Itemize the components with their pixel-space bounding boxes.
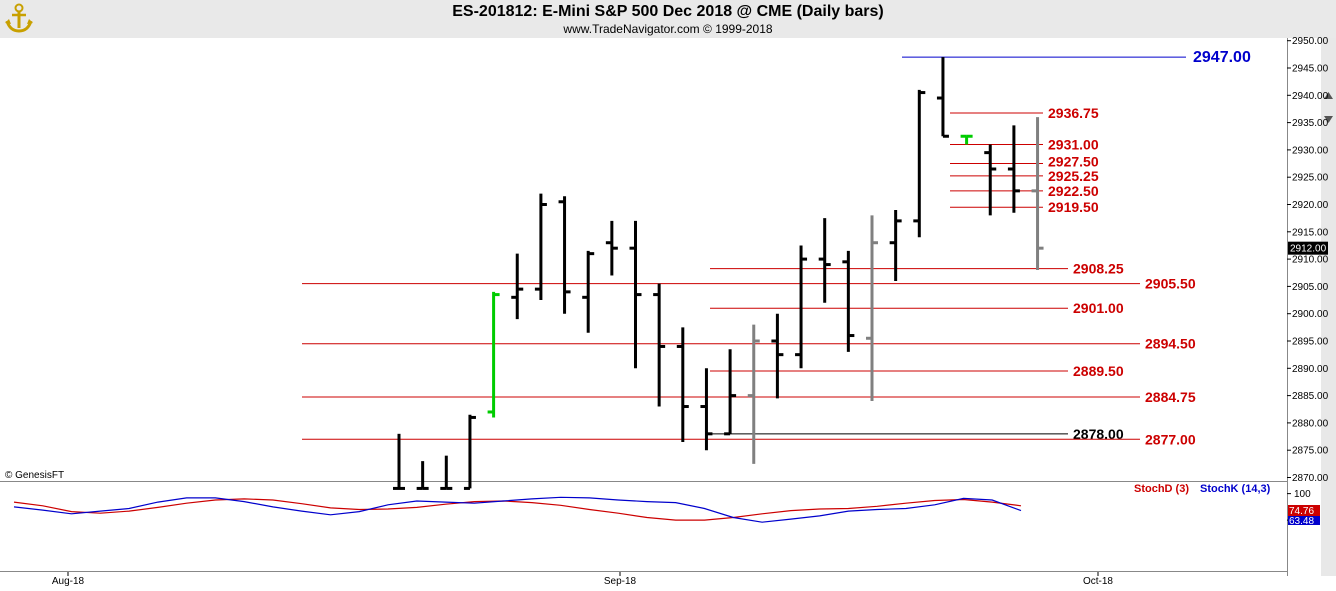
ohlc-bar bbox=[866, 215, 878, 402]
y-tick-label: 2875.00 bbox=[1292, 446, 1329, 457]
anchor-logo-icon bbox=[4, 2, 34, 39]
vertical-scrollbar[interactable] bbox=[1321, 38, 1336, 576]
level-label: 2901.00 bbox=[1073, 300, 1124, 316]
ohlc-bar bbox=[463, 414, 476, 490]
y-tick-label: 2880.00 bbox=[1292, 418, 1329, 429]
ohlc-bar bbox=[1007, 125, 1020, 213]
svg-text:74.76: 74.76 bbox=[1289, 506, 1314, 517]
x-tick-label: Aug-18 bbox=[52, 576, 85, 587]
scroll-down-icon[interactable] bbox=[1324, 116, 1333, 123]
level-label: 2889.50 bbox=[1073, 363, 1124, 379]
chart-title: ES-201812: E-Mini S&P 500 Dec 2018 @ CME… bbox=[452, 3, 884, 20]
ohlc-bar bbox=[653, 283, 666, 407]
ohlc-bar bbox=[818, 218, 831, 303]
ohlc-bar bbox=[487, 291, 500, 418]
level-label: 2927.50 bbox=[1048, 154, 1099, 170]
y-tick-label: 2930.00 bbox=[1292, 145, 1329, 156]
level-label: 2878.00 bbox=[1073, 426, 1124, 442]
ohlc-bar bbox=[842, 250, 855, 352]
level-label: 2925.25 bbox=[1048, 168, 1099, 184]
ohlc-bar bbox=[889, 209, 902, 281]
ohlc-bar bbox=[936, 57, 949, 138]
ohlc-bar bbox=[629, 220, 642, 369]
y-tick-label: 2910.00 bbox=[1292, 255, 1329, 266]
y-tick-label: 2870.00 bbox=[1292, 473, 1329, 484]
ohlc-bar bbox=[747, 324, 760, 464]
ohlc-bar bbox=[771, 313, 784, 399]
level-label: 2919.50 bbox=[1048, 199, 1099, 215]
ohlc-bar bbox=[724, 349, 737, 436]
level-label: 2884.75 bbox=[1145, 389, 1196, 405]
y-tick-label: 2945.00 bbox=[1292, 64, 1329, 75]
watermark: © GenesisFT bbox=[5, 470, 64, 481]
ohlc-bar bbox=[582, 250, 595, 333]
level-label: 2908.25 bbox=[1073, 261, 1124, 277]
chart-header: ES-201812: E-Mini S&P 500 Dec 2018 @ CME… bbox=[0, 0, 1336, 38]
y-tick-label: 2885.00 bbox=[1292, 391, 1329, 402]
chart-subtitle: www.TradeNavigator.com © 1999-2018 bbox=[563, 22, 773, 36]
y-tick-label: 2935.00 bbox=[1292, 118, 1329, 129]
level-label: 2936.75 bbox=[1048, 105, 1099, 121]
ohlc-bar bbox=[676, 327, 689, 443]
ohlc-bar bbox=[440, 455, 453, 490]
ohlc-bar bbox=[605, 220, 618, 276]
x-tick-label: Sep-18 bbox=[604, 576, 637, 587]
ohlc-bar bbox=[913, 89, 926, 238]
ohlc-bar bbox=[960, 134, 973, 145]
y-tick-label: 2890.00 bbox=[1292, 364, 1329, 375]
ohlc-bar bbox=[534, 193, 547, 301]
y-tick-label: 2950.00 bbox=[1292, 36, 1329, 47]
stochk-last-tag: 63.48 bbox=[1288, 516, 1320, 527]
stochd-last-tag: 74.76 bbox=[1288, 505, 1320, 517]
stochk-line bbox=[13, 496, 1022, 523]
level-label: 2894.50 bbox=[1145, 336, 1196, 352]
y-tick-label: 2895.00 bbox=[1292, 337, 1329, 348]
legend-stochk: StochK (14,3) bbox=[1200, 483, 1271, 495]
y-tick-label: 2925.00 bbox=[1292, 173, 1329, 184]
ohlc-bar bbox=[984, 144, 997, 216]
level-label: 2931.00 bbox=[1048, 136, 1099, 152]
stoch-tick-label: 100 bbox=[1294, 489, 1311, 500]
y-tick-label: 2915.00 bbox=[1292, 227, 1329, 238]
svg-text:2912.00: 2912.00 bbox=[1290, 244, 1327, 255]
ohlc-bar bbox=[511, 253, 524, 320]
level-label: 2905.50 bbox=[1145, 276, 1196, 292]
ohlc-bar bbox=[416, 461, 429, 490]
legend-stochd: StochD (3) bbox=[1134, 483, 1189, 495]
level-label: 2877.00 bbox=[1145, 431, 1196, 447]
level-label: 2922.50 bbox=[1048, 183, 1099, 199]
y-tick-label: 2905.00 bbox=[1292, 282, 1329, 293]
ohlc-bar bbox=[558, 196, 571, 314]
y-tick-label: 2940.00 bbox=[1292, 91, 1329, 102]
ohlc-bar bbox=[393, 433, 405, 490]
x-tick-label: Oct-18 bbox=[1083, 576, 1113, 587]
y-tick-label: 2900.00 bbox=[1292, 309, 1329, 320]
scroll-up-icon[interactable] bbox=[1324, 92, 1333, 99]
svg-text:63.48: 63.48 bbox=[1289, 516, 1314, 527]
ohlc-bar bbox=[795, 245, 808, 369]
level-label: 2947.00 bbox=[1193, 49, 1251, 66]
y-tick-label: 2920.00 bbox=[1292, 200, 1329, 211]
stochd-line bbox=[13, 498, 1022, 521]
ohlc-bar bbox=[1031, 117, 1044, 271]
ohlc-bar bbox=[700, 368, 713, 451]
last-price-tag: 2912.00 bbox=[1288, 241, 1328, 255]
